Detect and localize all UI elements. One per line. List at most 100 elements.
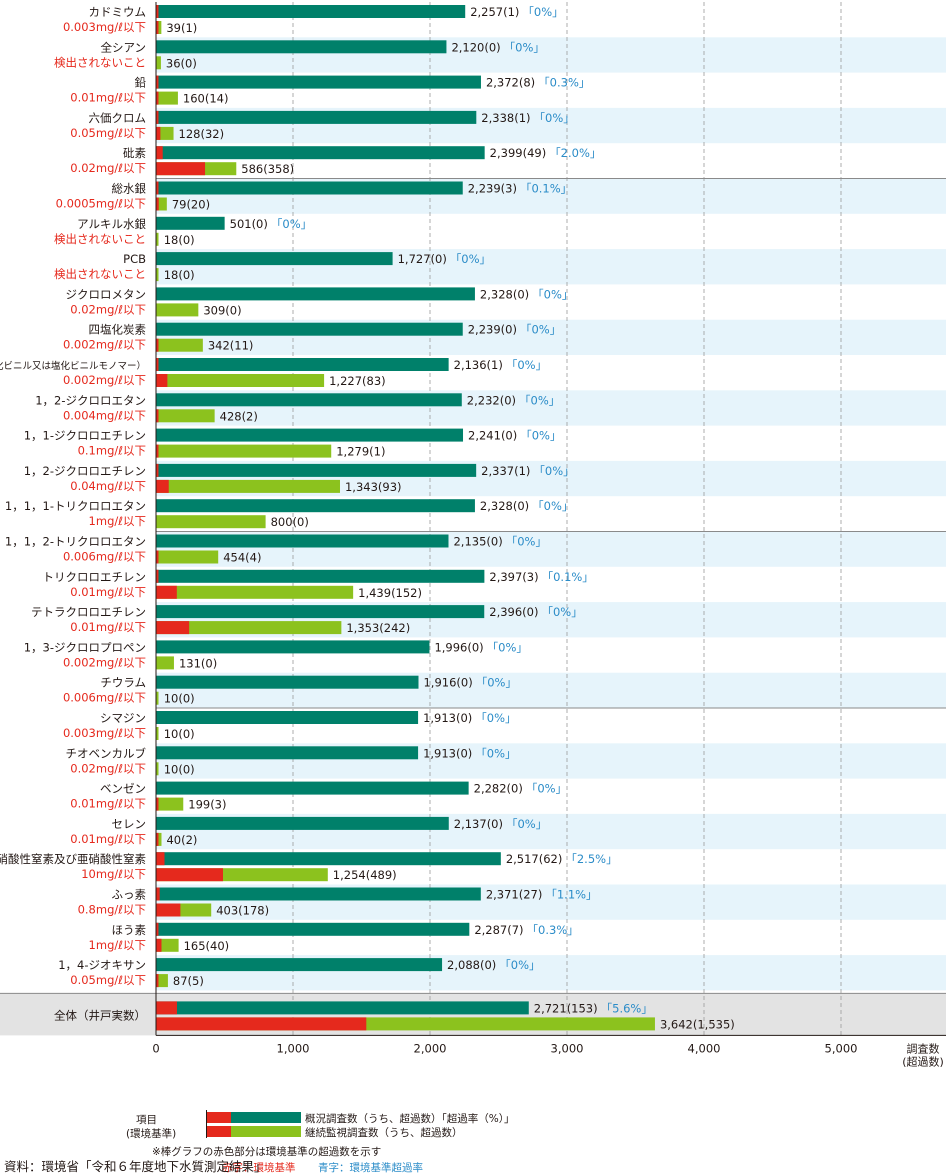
row-5-monitor-bar bbox=[156, 197, 167, 211]
row-3-survey-label: 2,338(1) bbox=[481, 111, 530, 125]
row-23-standard: 0.01mg/ℓ以下 bbox=[70, 832, 146, 846]
legend-survey-swatch bbox=[231, 1112, 301, 1123]
row-11-standard: 0.004mg/ℓ以下 bbox=[63, 408, 146, 422]
x-tick-label: 4,000 bbox=[688, 1041, 721, 1055]
row-7-standard: 検出されないこと bbox=[54, 267, 146, 281]
row-15-monitor-exceed-bar bbox=[156, 550, 159, 564]
total-monitor-exceed-bar bbox=[156, 1017, 367, 1031]
row-1-monitor-bar bbox=[156, 56, 161, 70]
row-4-survey-exceed-bar bbox=[156, 146, 163, 160]
row-11-monitor-bar bbox=[156, 409, 215, 423]
row-11-monitor-exceed-bar bbox=[156, 409, 159, 423]
row-13-survey-bar bbox=[156, 463, 477, 477]
row-24-survey-label: 2,517(62) bbox=[506, 852, 563, 866]
row-6-survey-bar bbox=[156, 216, 225, 230]
row-4-survey-bar bbox=[156, 146, 485, 160]
row-16-standard: 0.01mg/ℓ以下 bbox=[70, 585, 146, 599]
row-0-monitor-bar bbox=[156, 21, 162, 34]
x-tick-label: 1,000 bbox=[277, 1041, 310, 1055]
row-7-survey-bar bbox=[156, 252, 393, 266]
row-17-rate-label: 「0%」 bbox=[541, 605, 582, 619]
row-17-monitor-label: 1,353(242) bbox=[346, 621, 410, 635]
row-21-name: チオベンカルブ bbox=[66, 746, 147, 760]
row-12-monitor-label: 1,279(1) bbox=[336, 445, 385, 459]
row-21-monitor-bar bbox=[156, 762, 159, 776]
row-16-monitor-exceed-bar bbox=[156, 585, 177, 599]
row-9-name: 四塩化炭素 bbox=[89, 323, 147, 337]
row-26-rate-label: 「0.3%」 bbox=[527, 923, 579, 937]
row-1-survey-label: 2,120(0) bbox=[451, 40, 500, 54]
row-5-monitor-exceed-bar bbox=[156, 197, 159, 211]
legend-monitor-exceed-swatch bbox=[207, 1126, 231, 1137]
row-6-rate-label: 「0%」 bbox=[271, 217, 312, 231]
row-10-survey-exceed-bar bbox=[156, 358, 159, 371]
row-10-monitor-exceed-bar bbox=[156, 374, 168, 387]
row-10-monitor-bar bbox=[156, 374, 325, 387]
row-7-name: PCB bbox=[123, 252, 146, 266]
row-3-survey-exceed-bar bbox=[156, 110, 159, 124]
row-9-monitor-bar bbox=[156, 338, 203, 352]
row-2-rate-label: 「0.3%」 bbox=[538, 76, 590, 90]
row-16-survey-exceed-bar bbox=[156, 569, 159, 583]
row-19-survey-label: 1,916(0) bbox=[423, 676, 472, 690]
row-13-survey-exceed-bar bbox=[156, 463, 159, 477]
row-27-monitor-exceed-bar bbox=[156, 974, 159, 988]
row-17-monitor-exceed-bar bbox=[156, 621, 190, 635]
total-monitor-label: 3,642(1,535) bbox=[660, 1017, 735, 1031]
row-10-rate-label: 「0%」 bbox=[506, 358, 547, 372]
row-9-survey-label: 2,239(0) bbox=[468, 323, 517, 337]
row-0-standard: 0.003mg/ℓ以下 bbox=[63, 20, 146, 34]
row-27-standard: 0.05mg/ℓ以下 bbox=[70, 973, 146, 987]
legend-red-note: 赤字：環境基準 bbox=[222, 1162, 296, 1174]
row-26-survey-label: 2,287(7) bbox=[474, 923, 523, 937]
legend-note: ※棒グラフの赤色部分は環境基準の超過数を示す bbox=[152, 1146, 382, 1158]
groundwater-survey-chart: 2,257(1) 「0%」39(1)カドミウム0.003mg/ℓ以下2,120(0… bbox=[0, 2, 946, 1068]
row-16-survey-bar bbox=[156, 569, 485, 583]
legend-blue-note: 青字：環境基準超過率 bbox=[318, 1162, 423, 1174]
row-0-rate-label: 「0%」 bbox=[522, 5, 563, 19]
row-18-survey-bar bbox=[156, 640, 430, 654]
row-21-survey-bar bbox=[156, 746, 419, 760]
row-7-monitor-label: 18(0) bbox=[164, 268, 195, 282]
x-tick-label: 5,000 bbox=[825, 1041, 858, 1055]
row-4-monitor-label: 586(358) bbox=[241, 162, 294, 176]
row-26-monitor-label: 165(40) bbox=[184, 939, 230, 953]
row-18-standard: 0.002mg/ℓ以下 bbox=[63, 655, 146, 669]
row-20-survey-label: 1,913(0) bbox=[423, 711, 472, 725]
row-3-rate-label: 「0%」 bbox=[534, 111, 575, 125]
row-16-rate-label: 「0.1%」 bbox=[542, 570, 594, 584]
legend-item-label: 項目 bbox=[136, 1114, 157, 1126]
row-15-monitor-bar bbox=[156, 550, 219, 564]
row-25-standard: 0.8mg/ℓ以下 bbox=[78, 903, 146, 917]
row-22-survey-bar bbox=[156, 781, 469, 795]
row-5-survey-label: 2,239(3) bbox=[468, 182, 517, 196]
legend-standard-label: (環境基準) bbox=[126, 1128, 177, 1140]
row-19-name: チウラム bbox=[100, 676, 146, 690]
row-12-monitor-exceed-bar bbox=[156, 444, 159, 458]
row-4-survey-label: 2,399(49) bbox=[490, 146, 547, 160]
row-2-monitor-bar bbox=[156, 91, 178, 105]
row-8-rate-label: 「0%」 bbox=[532, 287, 573, 301]
row-25-monitor-label: 403(178) bbox=[216, 904, 269, 918]
row-21-survey-label: 1,913(0) bbox=[423, 746, 472, 760]
row-25-monitor-exceed-bar bbox=[156, 903, 181, 917]
row-22-rate-label: 「0%」 bbox=[526, 782, 567, 796]
row-15-rate-label: 「0%」 bbox=[506, 535, 547, 549]
row-7-rate-label: 「0%」 bbox=[450, 252, 491, 266]
row-19-survey-bar bbox=[156, 675, 419, 689]
row-0-monitor-label: 39(1) bbox=[166, 21, 197, 35]
row-13-monitor-exceed-bar bbox=[156, 479, 169, 493]
row-13-standard: 0.04mg/ℓ以下 bbox=[70, 479, 146, 493]
row-25-survey-label: 2,371(27) bbox=[486, 888, 543, 902]
row-3-monitor-label: 128(32) bbox=[179, 127, 225, 141]
row-7-survey-label: 1,727(0) bbox=[398, 252, 447, 266]
row-26-survey-exceed-bar bbox=[156, 922, 159, 936]
x-axis-label: 調査数 bbox=[907, 1041, 940, 1055]
row-16-name: トリクロロエチレン bbox=[43, 570, 147, 584]
row-19-monitor-bar bbox=[156, 691, 159, 705]
bars bbox=[156, 5, 655, 1031]
row-14-survey-bar bbox=[156, 499, 475, 513]
row-26-monitor-bar bbox=[156, 938, 179, 952]
row-26-survey-bar bbox=[156, 922, 470, 936]
row-12-survey-label: 2,241(0) bbox=[468, 429, 517, 443]
